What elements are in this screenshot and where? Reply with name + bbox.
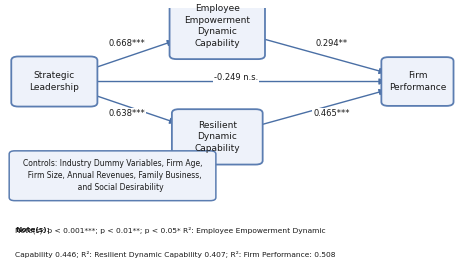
FancyBboxPatch shape — [172, 109, 263, 165]
FancyBboxPatch shape — [11, 57, 97, 107]
Text: Firm
Performance: Firm Performance — [389, 71, 446, 92]
Text: Note(s):: Note(s): — [15, 227, 49, 233]
Text: Resilient
Dynamic
Capability: Resilient Dynamic Capability — [194, 121, 240, 153]
Text: 0.465***: 0.465*** — [313, 109, 349, 118]
Text: Controls: Industry Dummy Variables, Firm Age,
  Firm Size, Annual Revenues, Fami: Controls: Industry Dummy Variables, Firm… — [23, 159, 202, 192]
FancyBboxPatch shape — [170, 0, 265, 59]
Text: Strategic
Leadership: Strategic Leadership — [29, 71, 79, 92]
Text: 0.668***: 0.668*** — [108, 39, 145, 48]
Text: -0.249 n.s.: -0.249 n.s. — [214, 73, 258, 82]
Text: 0.294**: 0.294** — [315, 39, 347, 48]
FancyBboxPatch shape — [382, 57, 454, 106]
FancyBboxPatch shape — [9, 151, 216, 201]
Text: Note(s): p < 0.001***; p < 0.01**; p < 0.05* R²: Employee Empowerment Dynamic: Note(s): p < 0.001***; p < 0.01**; p < 0… — [15, 227, 325, 234]
Text: Employee
Empowerment
Dynamic
Capability: Employee Empowerment Dynamic Capability — [184, 4, 250, 48]
Text: Capability 0.446; R²: Resilient Dynamic Capability 0.407; R²: Firm Performance: : Capability 0.446; R²: Resilient Dynamic … — [15, 251, 335, 258]
Text: 0.638***: 0.638*** — [108, 109, 145, 118]
